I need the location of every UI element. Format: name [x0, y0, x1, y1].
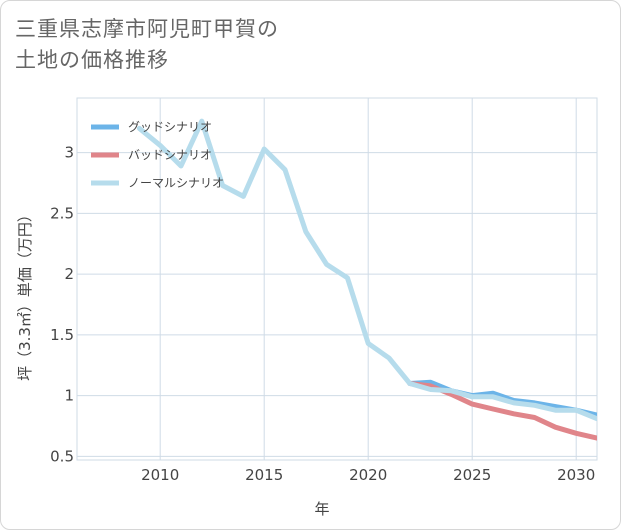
legend-item-label: バッドシナリオ: [128, 148, 212, 162]
x-tick-label: 2015: [245, 466, 283, 484]
y-tick-label: 2.5: [50, 204, 74, 222]
x-tick-label: 2025: [453, 466, 491, 484]
y-axis-title: 坪（3.3㎡）単価（万円）: [16, 207, 34, 381]
legend-item-label: ノーマルシナリオ: [128, 176, 224, 190]
x-tick-label: 2010: [141, 466, 179, 484]
x-axis-title: 年: [314, 500, 329, 518]
plot-frame: [76, 97, 598, 461]
grid-lines: [76, 97, 598, 461]
y-tick-label: 2: [64, 265, 74, 283]
series-line-3: [136, 118, 597, 422]
x-tick-label: 2030: [557, 466, 595, 484]
y-tick-label: 1: [64, 387, 74, 405]
y-tick-label: 1.5: [50, 326, 74, 344]
chart-title: 三重県志摩市阿児町甲賀の 土地の価格推移: [15, 17, 279, 72]
x-tick-label: 2020: [349, 466, 387, 484]
y-tick-label: 3: [64, 144, 74, 162]
legend-item-label: グッドシナリオ: [128, 120, 212, 134]
series-lines: [136, 118, 597, 441]
y-tick-label: 0.5: [50, 447, 74, 465]
axes: 2010 2015 2020 2025 2030 0.5 1 1.5 2 2.5 3 年 坪（3.3㎡）…: [16, 144, 595, 518]
